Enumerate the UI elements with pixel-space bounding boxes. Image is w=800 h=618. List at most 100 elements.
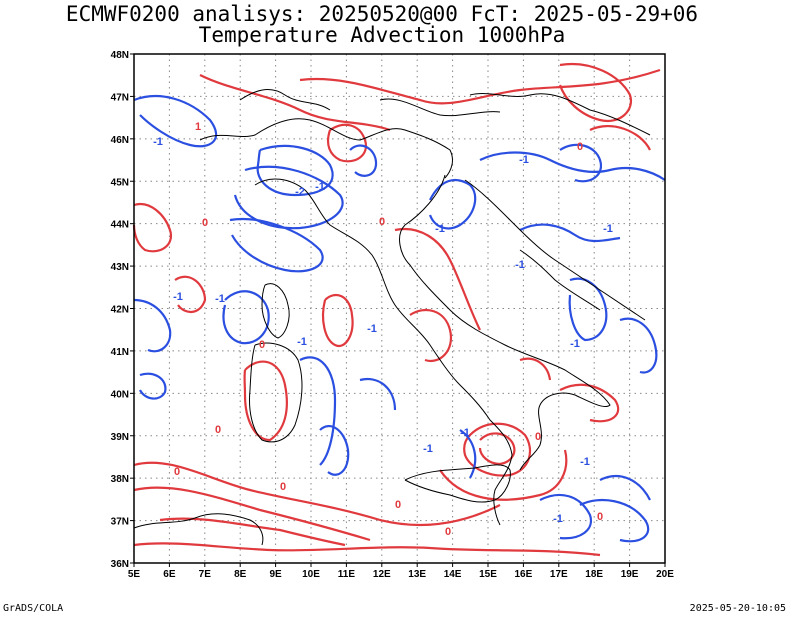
negative-contour	[133, 298, 172, 353]
lon-tick-label: 5E	[128, 569, 141, 580]
coastline	[261, 283, 290, 339]
lat-tick-label: 38N	[111, 474, 129, 485]
lon-tick-label: 7E	[199, 569, 212, 580]
lon-tick-label: 9E	[269, 569, 282, 580]
coastline	[254, 178, 513, 526]
positive-contour	[174, 275, 207, 313]
contour-label: -1	[315, 181, 325, 193]
contour-label: -1	[519, 154, 529, 166]
contour-label: 0	[202, 217, 208, 229]
contour-label: -1	[297, 336, 307, 348]
contour-label: -1	[173, 291, 183, 303]
negative-contour	[599, 475, 651, 501]
coastline	[239, 89, 331, 111]
negative-contour	[229, 218, 324, 273]
contour-label: -1	[515, 259, 525, 271]
negative-contour	[619, 317, 658, 374]
contour-label: -1	[553, 513, 563, 525]
positive-contour	[243, 360, 288, 442]
contour-label: 0	[280, 481, 286, 493]
lon-tick-label: 17E	[550, 569, 568, 580]
lat-lon-grid	[134, 54, 665, 563]
lat-tick-label: 37N	[111, 517, 129, 528]
credit-label: GrADS/COLA	[3, 603, 64, 614]
lat-tick-label: 43N	[111, 262, 129, 273]
coastline	[469, 93, 651, 136]
lat-tick-label: 39N	[111, 432, 129, 443]
contour-label: -1	[460, 427, 470, 439]
negative-contour	[479, 151, 666, 181]
chart-title: ECMWF0200 analisys: 20250520@00 FcT: 202…	[65, 2, 699, 26]
lon-tick-label: 13E	[408, 569, 426, 580]
negative-contour	[428, 178, 477, 230]
lat-tick-label: 41N	[111, 347, 129, 358]
coastline	[404, 464, 511, 503]
negative-contour	[299, 356, 337, 466]
contour-label: -1	[570, 338, 580, 350]
lat-tick-label: 44N	[111, 220, 129, 231]
contour-label: 0	[535, 431, 541, 443]
contour-label: 0	[174, 466, 180, 478]
negative-contour	[319, 425, 350, 476]
lat-tick-label: 47N	[111, 92, 129, 103]
lon-tick-label: 16E	[515, 569, 533, 580]
negative-contour	[139, 372, 167, 400]
negative-contour	[349, 144, 378, 177]
positive-contour	[439, 449, 568, 501]
positive-contour	[409, 308, 453, 363]
lon-tick-label: 14E	[444, 569, 462, 580]
positive-contour	[133, 461, 501, 527]
negative-contour	[256, 144, 334, 197]
coastline	[133, 513, 264, 546]
advection-contours	[132, 62, 666, 557]
positive-contour	[519, 357, 552, 381]
positive-contour	[394, 227, 481, 331]
negative-contour	[359, 377, 397, 411]
negative-contour	[539, 493, 593, 540]
contour-label: 0	[577, 141, 583, 153]
lon-tick-label: 15E	[479, 569, 497, 580]
positive-contour	[321, 293, 354, 348]
negative-contour	[568, 277, 608, 342]
lon-tick-label: 18E	[585, 569, 603, 580]
contour-label: 1	[195, 121, 201, 133]
coastline	[399, 174, 611, 471]
lon-tick-label: 11E	[338, 569, 356, 580]
negative-contour	[222, 290, 270, 345]
negative-contour	[459, 429, 477, 479]
negative-contour	[133, 95, 218, 148]
lat-tick-label: 46N	[111, 135, 129, 146]
contour-label: 0	[445, 526, 451, 538]
positive-contour	[299, 68, 661, 105]
timestamp-label: 2025-05-20-10:05	[689, 603, 786, 614]
contour-label: 0	[259, 339, 265, 351]
lon-tick-label: 20E	[656, 569, 674, 580]
lat-tick-label: 45N	[111, 177, 129, 188]
contour-labels: -1 -1 -1 -1 -1 -1 -2 -1 -1 -1 -1 -1 -1 -1 -1 -1 1 0 0 0 0 0 0 0…	[153, 121, 613, 538]
coastline	[464, 179, 646, 321]
positive-contour	[559, 383, 620, 423]
positive-contour	[159, 517, 346, 547]
coastline	[379, 98, 501, 117]
contour-label: -1	[367, 323, 377, 335]
lon-tick-label: 6E	[163, 569, 176, 580]
lon-tick-label: 19E	[621, 569, 639, 580]
positive-contour	[589, 125, 651, 151]
lon-tick-label: 8E	[234, 569, 247, 580]
positive-contour	[199, 74, 391, 132]
contour-label: -1	[435, 223, 445, 235]
positive-contour	[326, 123, 368, 163]
coastline	[519, 249, 601, 311]
contour-label: -1	[580, 456, 590, 468]
positive-contour	[133, 542, 601, 557]
lon-tick-label: 10E	[302, 569, 320, 580]
coastline-borders	[133, 89, 651, 546]
coastline	[199, 118, 453, 179]
contour-label: -1	[153, 136, 163, 148]
lat-tick-label: 36N	[111, 559, 129, 570]
chart-subtitle: Temperature Advection 1000hPa	[198, 23, 566, 47]
contour-label: 0	[395, 499, 401, 511]
axis-ticks: 48N 47N 46N 45N 44N 43N 42N 41N 40N 39N 38N 37N 36N5…	[111, 50, 675, 580]
positive-contour	[132, 202, 173, 253]
